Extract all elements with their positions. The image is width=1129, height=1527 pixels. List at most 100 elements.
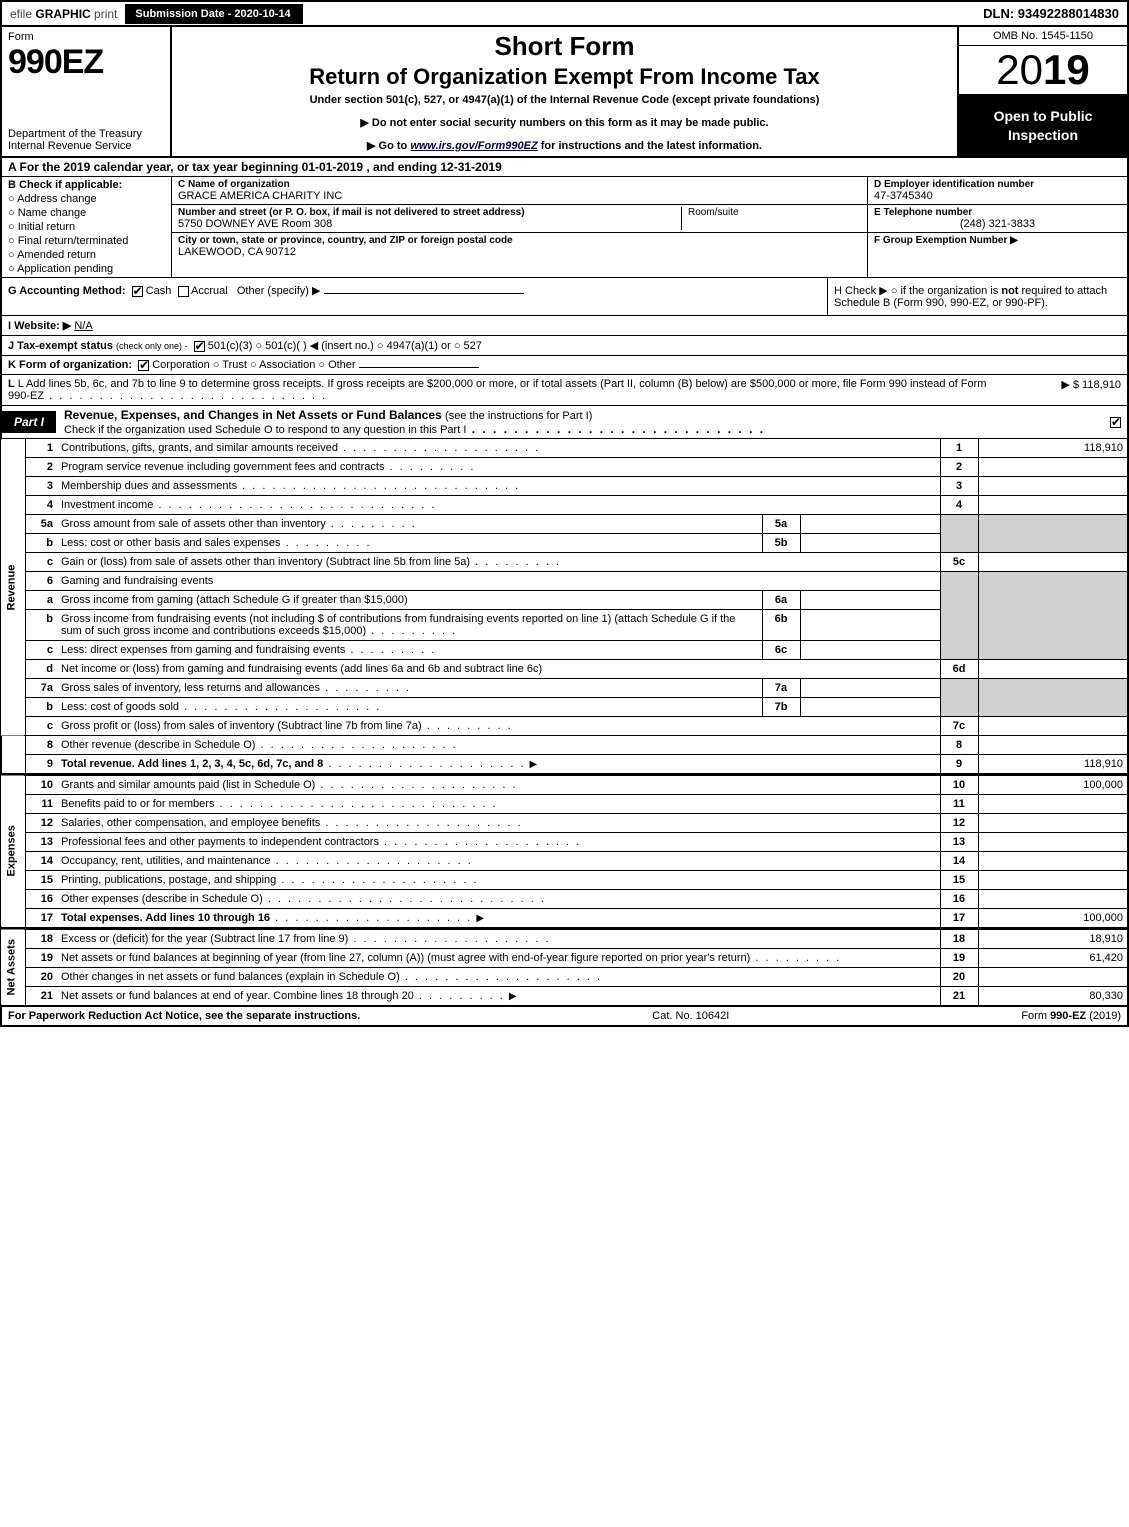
efile-graphic: GRAPHIC	[35, 7, 90, 21]
side-revenue: Revenue	[1, 439, 25, 736]
g-other-input[interactable]	[324, 293, 524, 294]
ln2-num: 2	[25, 458, 57, 477]
ln11-desc: Benefits paid to or for members	[61, 798, 214, 810]
ln14-col: 14	[940, 852, 978, 871]
ln1-desc: Contributions, gifts, grants, and simila…	[61, 442, 338, 454]
part1-title-sub: (see the instructions for Part I)	[445, 410, 592, 422]
ln9-val: 118,910	[978, 755, 1128, 774]
chk-address-change[interactable]: Address change	[8, 193, 165, 205]
website-value: N/A	[74, 320, 92, 332]
part1-schedo-check[interactable]	[1110, 416, 1127, 428]
subtitle: Under section 501(c), 527, or 4947(a)(1)…	[178, 94, 951, 106]
section-gh: G Accounting Method: Cash Accrual Other …	[0, 278, 1129, 316]
line-h: H Check ▶ ○ if the organization is not r…	[827, 278, 1127, 315]
ln13-num: 13	[25, 833, 57, 852]
group-label: F Group Exemption Number ▶	[874, 235, 1121, 246]
chk-initial-return[interactable]: Initial return	[8, 221, 165, 233]
ln6a-desc: Gross income from gaming (attach Schedul…	[57, 591, 762, 610]
side-expenses: Expenses	[1, 775, 25, 928]
ln6c-num: c	[25, 641, 57, 660]
ln7a-mini: 7a	[762, 679, 800, 698]
ln4-desc: Investment income	[61, 499, 153, 511]
dept-treasury: Department of the Treasury	[8, 128, 164, 140]
ln16-col: 16	[940, 890, 978, 909]
ln19-col: 19	[940, 949, 978, 968]
ein-label: D Employer identification number	[874, 179, 1121, 190]
chk-cash[interactable]	[132, 286, 143, 297]
ln6d-num: d	[25, 660, 57, 679]
chk-501c3[interactable]	[194, 341, 205, 352]
chk-final-return[interactable]: Final return/terminated	[8, 235, 165, 247]
ln19-val: 61,420	[978, 949, 1128, 968]
footer-catno: Cat. No. 10642I	[652, 1010, 729, 1022]
revenue-table: Revenue 1 Contributions, gifts, grants, …	[0, 439, 1129, 774]
ln11-num: 11	[25, 795, 57, 814]
chk-corporation[interactable]	[138, 360, 149, 371]
phone-value: (248) 321-3833	[874, 218, 1121, 230]
ln18-desc: Excess or (deficit) for the year (Subtra…	[61, 933, 348, 945]
ln6-shade2	[978, 572, 1128, 660]
efile-print[interactable]: print	[94, 7, 117, 21]
ln2-desc: Program service revenue including govern…	[61, 461, 384, 473]
ln19-desc: Net assets or fund balances at beginning…	[61, 952, 750, 964]
ln5a-num: 5a	[25, 515, 57, 534]
ln20-col: 20	[940, 968, 978, 987]
part1-title: Revenue, Expenses, and Changes in Net As…	[56, 406, 1110, 438]
part1-title-text: Revenue, Expenses, and Changes in Net As…	[64, 408, 442, 422]
ln4-num: 4	[25, 496, 57, 515]
city-value: LAKEWOOD, CA 90712	[178, 246, 861, 258]
city-row: City or town, state or province, country…	[172, 233, 867, 260]
ln12-col: 12	[940, 814, 978, 833]
addr-value: 5750 DOWNEY AVE Room 308	[178, 218, 681, 230]
ln7ab-shade2	[978, 679, 1128, 717]
ln6-num: 6	[25, 572, 57, 591]
ln13-val	[978, 833, 1128, 852]
k-other-input[interactable]	[359, 367, 479, 368]
h-not: not	[1001, 285, 1018, 297]
ln5ab-shade2	[978, 515, 1128, 553]
submission-date-button[interactable]: Submission Date - 2020-10-14	[125, 4, 302, 24]
year-yy: 19	[1043, 46, 1090, 94]
part1-tab: Part I	[2, 411, 56, 433]
open-to-public: Open to Public Inspection	[959, 95, 1127, 156]
ln6c-desc: Less: direct expenses from gaming and fu…	[61, 644, 345, 656]
ln6a-mini: 6a	[762, 591, 800, 610]
ln6b-minival	[800, 610, 940, 641]
ln20-num: 20	[25, 968, 57, 987]
inspect-line1: Open to Public	[963, 107, 1123, 125]
ln5c-num: c	[25, 553, 57, 572]
i-label: I Website: ▶	[8, 320, 71, 332]
ln12-num: 12	[25, 814, 57, 833]
ln8-num: 8	[25, 736, 57, 755]
ln21-col: 21	[940, 987, 978, 1006]
ln13-desc: Professional fees and other payments to …	[61, 836, 379, 848]
part1-bar: Part I Revenue, Expenses, and Changes in…	[0, 406, 1129, 439]
chk-name-change[interactable]: Name change	[8, 207, 165, 219]
ln5ab-shade1	[940, 515, 978, 553]
ln9-desc: Total revenue. Add lines 1, 2, 3, 4, 5c,…	[61, 758, 323, 770]
ln9-col: 9	[940, 755, 978, 774]
ln5b-num: b	[25, 534, 57, 553]
ln7c-desc: Gross profit or (loss) from sales of inv…	[61, 720, 422, 732]
chk-application-pending[interactable]: Application pending	[8, 263, 165, 275]
line-i: I Website: ▶ N/A	[0, 316, 1129, 336]
org-name-row: C Name of organization GRACE AMERICA CHA…	[172, 177, 867, 205]
header-right: OMB No. 1545-1150 2019 Open to Public In…	[957, 27, 1127, 156]
box-b: B Check if applicable: Address change Na…	[2, 177, 172, 277]
irs-link[interactable]: www.irs.gov/Form990EZ	[410, 140, 537, 152]
part1-check-text: Check if the organization used Schedule …	[64, 424, 466, 436]
form-header: Form 990EZ Department of the Treasury In…	[0, 27, 1129, 158]
ln21-val: 80,330	[978, 987, 1128, 1006]
ln14-val	[978, 852, 1128, 871]
ln14-desc: Occupancy, rent, utilities, and maintena…	[61, 855, 271, 867]
ln7b-minival	[800, 698, 940, 717]
ln14-num: 14	[25, 852, 57, 871]
k-opts: Corporation ○ Trust ○ Association ○ Othe…	[152, 359, 355, 371]
ln5b-desc: Less: cost or other basis and sales expe…	[61, 537, 281, 549]
ln9-num: 9	[25, 755, 57, 774]
l-amount: ▶ $ 118,910	[1001, 378, 1121, 402]
chk-accrual[interactable]	[178, 286, 189, 297]
chk-amended-return[interactable]: Amended return	[8, 249, 165, 261]
ln18-num: 18	[25, 929, 57, 949]
year-century: 20	[996, 46, 1043, 94]
